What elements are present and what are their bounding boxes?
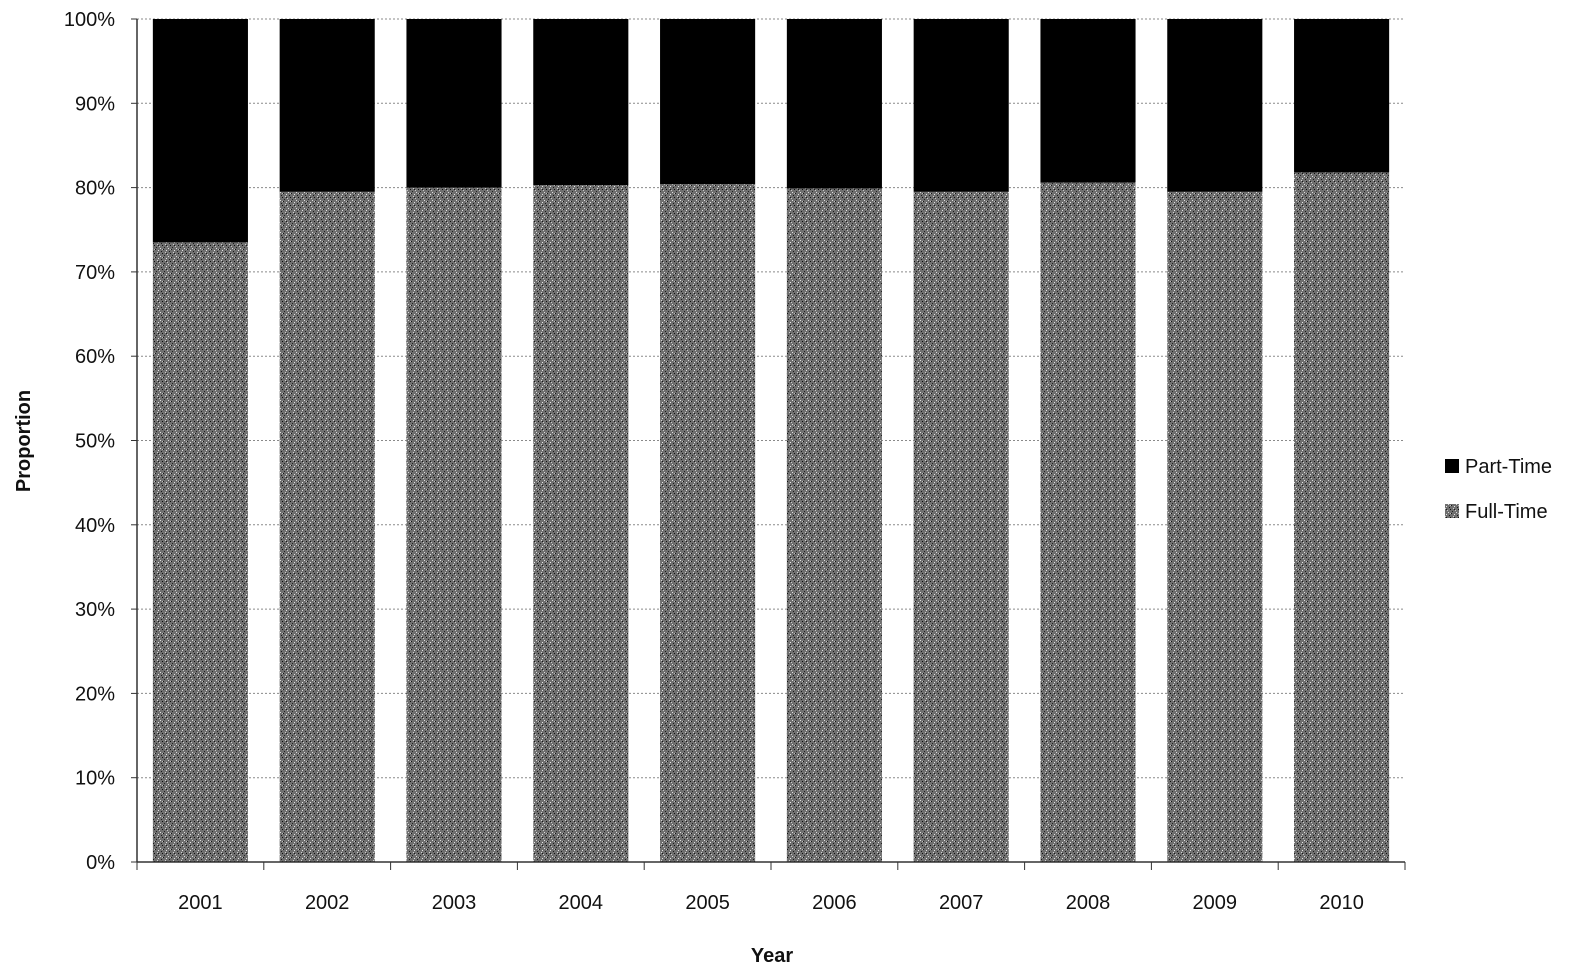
x-tick-label: 2007 <box>939 892 984 914</box>
bar-full-time-2008 <box>1040 182 1136 863</box>
bar-part-time-2010 <box>1294 19 1390 173</box>
legend-label-part-time: Part-Time <box>1465 456 1552 478</box>
bar-part-time-2003 <box>406 19 502 188</box>
x-axis-title: Year <box>751 945 793 967</box>
x-tick-label: 2004 <box>559 892 604 914</box>
bar-full-time-2004 <box>533 185 629 863</box>
x-tick-label: 2008 <box>1066 892 1111 914</box>
bar-part-time-2009 <box>1167 19 1263 192</box>
y-tick-label: 30% <box>75 599 115 621</box>
x-tick-label: 2002 <box>305 892 350 914</box>
legend-swatch-full-time <box>1445 504 1459 518</box>
x-tick-label: 2010 <box>1319 892 1364 914</box>
x-tick-label: 2003 <box>432 892 477 914</box>
bar-full-time-2002 <box>279 191 375 862</box>
y-tick-label: 40% <box>75 515 115 537</box>
y-tick-label: 100% <box>64 9 115 31</box>
legend-label-full-time: Full-Time <box>1465 501 1548 523</box>
bar-full-time-2001 <box>152 242 248 862</box>
bar-part-time-2004 <box>533 19 629 186</box>
y-tick-label: 10% <box>75 768 115 790</box>
y-tick-label: 70% <box>75 262 115 284</box>
x-tick-label: 2005 <box>685 892 730 914</box>
legend: Part-Time Full-Time <box>1445 456 1552 523</box>
bar-full-time-2009 <box>1167 191 1263 862</box>
y-tick-label: 20% <box>75 683 115 705</box>
x-tick-label: 2001 <box>178 892 223 914</box>
x-tick-label: 2009 <box>1193 892 1238 914</box>
y-tick-label: 80% <box>75 178 115 200</box>
bar-part-time-2005 <box>660 19 756 185</box>
axes <box>131 18 1406 870</box>
x-axis-tick-labels: 2001 2002 2003 2004 2005 2006 2007 2008 2009 2010 <box>178 892 1364 914</box>
y-axis-tick-labels: 0% 10% 20% 30% 40% 50% 60% 70% 80% 90% 100% <box>64 9 115 874</box>
x-tick-label: 2006 <box>812 892 857 914</box>
bars <box>152 19 1390 863</box>
bar-full-time-2010 <box>1294 172 1390 862</box>
legend-swatch-part-time <box>1445 459 1459 473</box>
bar-full-time-2007 <box>913 191 1009 862</box>
bar-part-time-2006 <box>786 19 882 189</box>
bar-part-time-2001 <box>152 19 248 243</box>
bar-full-time-2005 <box>660 184 756 862</box>
bar-part-time-2007 <box>913 19 1009 192</box>
bar-part-time-2002 <box>279 19 375 192</box>
bar-full-time-2003 <box>406 187 502 863</box>
y-tick-label: 50% <box>75 431 115 453</box>
y-tick-label: 0% <box>86 852 115 874</box>
y-tick-label: 60% <box>75 346 115 368</box>
bar-part-time-2008 <box>1040 19 1136 183</box>
bar-full-time-2006 <box>786 188 882 862</box>
y-axis-title: Proportion <box>13 390 35 492</box>
y-tick-label: 90% <box>75 93 115 115</box>
